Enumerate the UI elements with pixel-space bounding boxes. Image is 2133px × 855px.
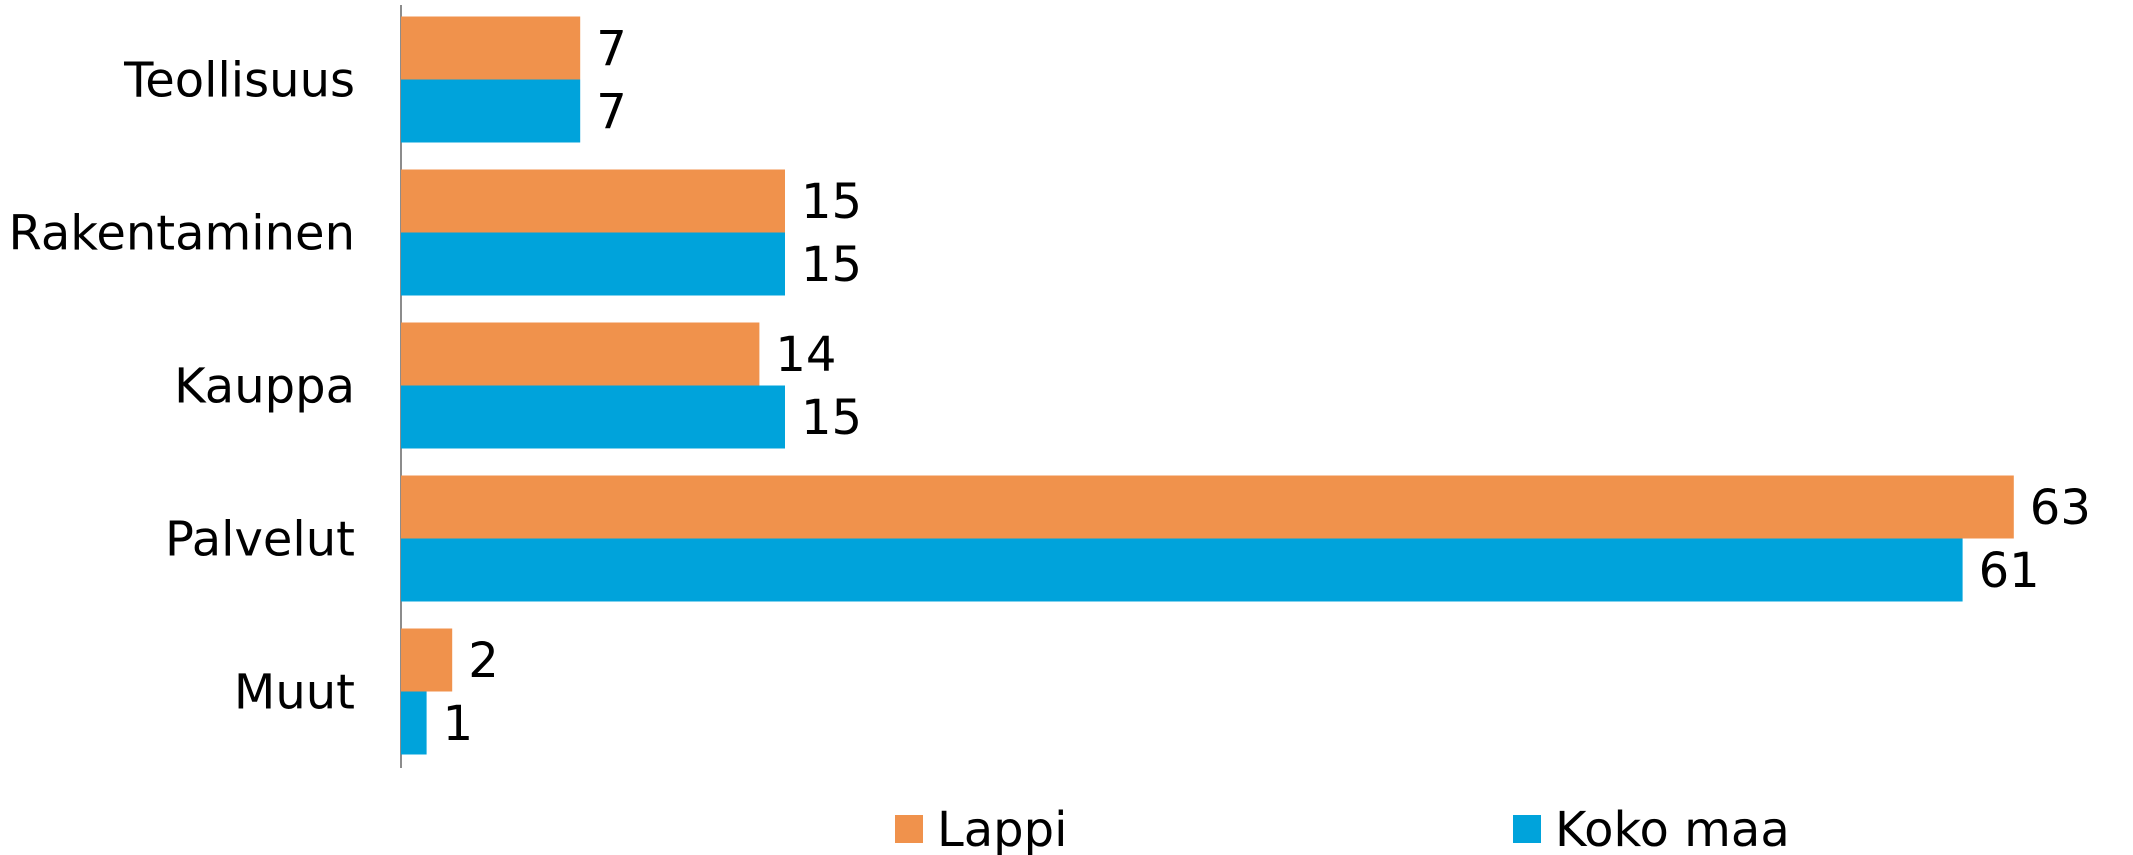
bar-koko-maa-rakentaminen — [401, 232, 785, 296]
data-label-koko-maa-teollisuus: 7 — [596, 84, 627, 140]
bar-lappi-palvelut — [401, 475, 2014, 539]
data-label-lappi-palvelut: 63 — [2030, 480, 2091, 536]
bar-lappi-muut — [401, 628, 453, 692]
data-label-lappi-rakentaminen: 15 — [801, 174, 862, 230]
bar-lappi-rakentaminen — [401, 169, 785, 233]
bar-koko-maa-teollisuus — [401, 79, 581, 143]
bar-lappi-kauppa — [401, 322, 760, 386]
legend-swatch-lappi — [895, 815, 923, 843]
data-label-koko-maa-rakentaminen: 15 — [801, 237, 862, 293]
bar-koko-maa-muut — [401, 691, 427, 755]
bar-lappi-teollisuus — [401, 16, 581, 80]
data-label-lappi-kauppa: 14 — [775, 327, 836, 383]
category-label-palvelut: Palvelut — [165, 512, 355, 568]
category-label-rakentaminen: Rakentaminen — [9, 206, 355, 262]
data-label-koko-maa-kauppa: 15 — [801, 390, 862, 446]
category-label-kauppa: Kauppa — [174, 359, 355, 415]
legend-swatch-koko-maa — [1513, 815, 1541, 843]
data-label-koko-maa-muut: 1 — [443, 696, 474, 752]
category-label-muut: Muut — [234, 665, 355, 721]
bar-koko-maa-kauppa — [401, 385, 785, 449]
legend-label-lappi: Lappi — [937, 802, 1067, 855]
data-label-koko-maa-palvelut: 61 — [1979, 543, 2040, 599]
bar-koko-maa-palvelut — [401, 538, 1963, 602]
legend-label-koko-maa: Koko maa — [1555, 802, 1790, 855]
category-label-teollisuus: Teollisuus — [123, 53, 355, 109]
data-label-lappi-muut: 2 — [468, 633, 499, 689]
data-label-lappi-teollisuus: 7 — [596, 21, 627, 77]
